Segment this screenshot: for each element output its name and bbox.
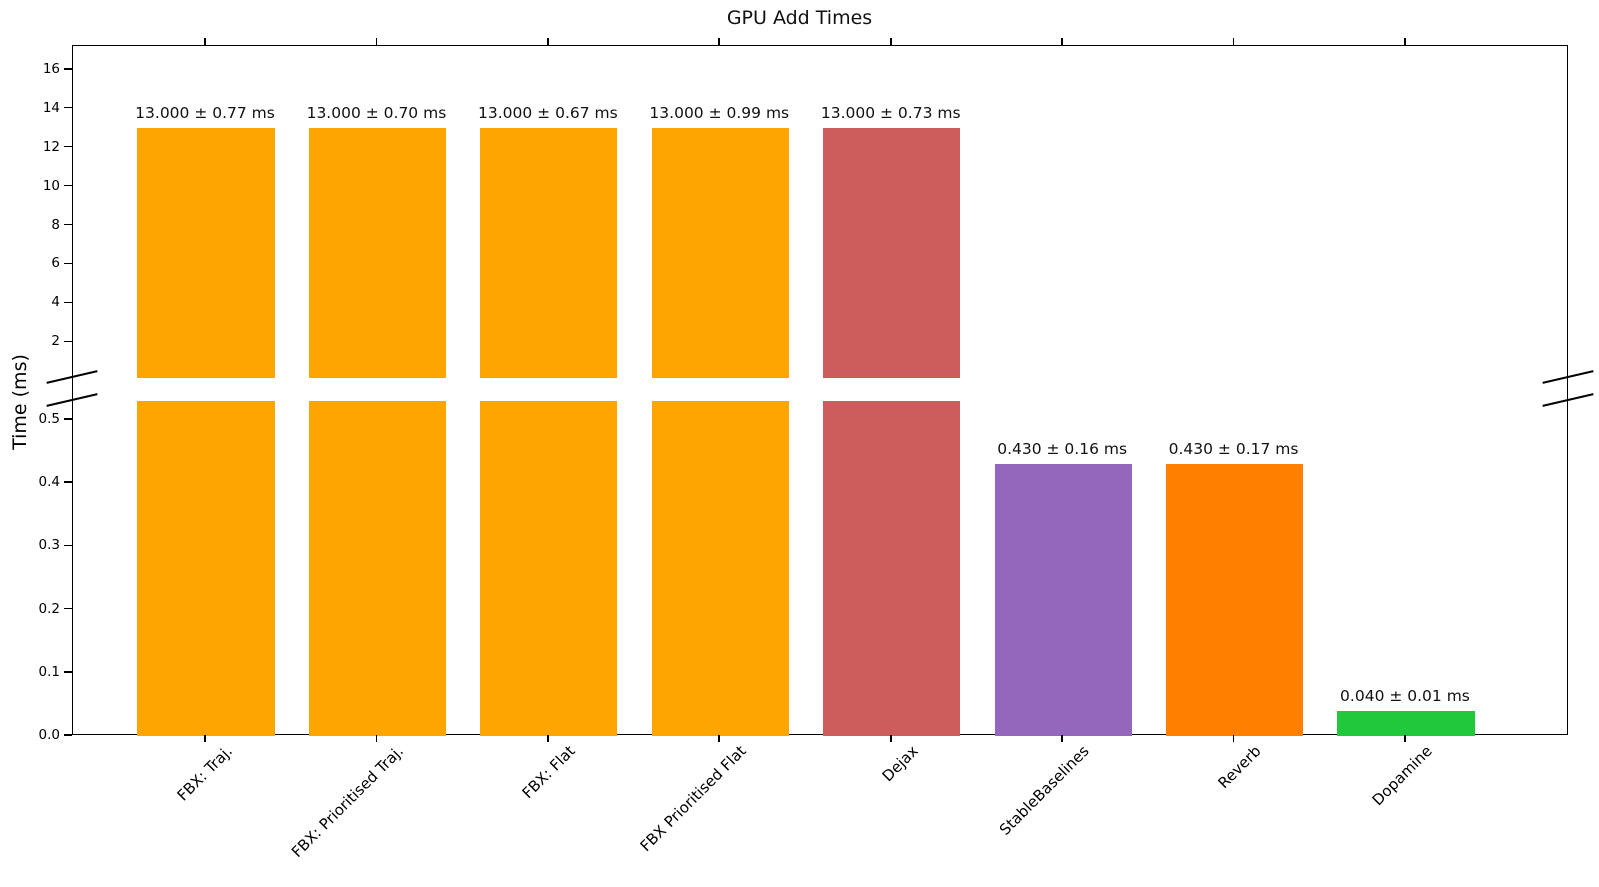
bar: [308, 401, 446, 736]
y-tick-label: 0.3: [38, 537, 60, 554]
y-tick-mark: [64, 262, 72, 265]
x-tick-label: FBX Prioritised Flat: [636, 742, 751, 856]
bar: [137, 128, 275, 378]
bar: [137, 401, 275, 736]
y-tick-mark: [64, 418, 72, 420]
x-tick-label: Dopamine: [1368, 742, 1436, 810]
y-tick-label: 2: [51, 333, 60, 350]
bar-value-label: 13.000 ± 0.70 ms: [306, 104, 447, 123]
y-tick-label: 0.4: [38, 474, 60, 491]
y-tick-label: 4: [51, 294, 60, 311]
y-tick-label: 0.1: [38, 663, 60, 680]
top-tick-mark: [1061, 38, 1063, 45]
top-tick-mark: [375, 38, 378, 45]
x-tick-label: Dejax: [878, 742, 922, 786]
top-tick-mark: [1232, 38, 1235, 45]
y-tick-label: 0.0: [38, 727, 60, 743]
bar-value-label: 0.430 ± 0.17 ms: [1168, 440, 1299, 459]
x-tick-mark: [375, 735, 378, 742]
x-tick-label: Reverb: [1214, 742, 1265, 793]
y-tick-mark: [64, 223, 72, 226]
bar-value-label: 13.000 ± 0.73 ms: [820, 104, 961, 123]
x-tick-label: FBX: Prioritised Traj.: [288, 742, 408, 861]
y-axis-label: Time (ms): [9, 354, 31, 450]
y-tick-mark: [64, 301, 72, 304]
x-tick-mark: [889, 735, 892, 742]
plot-frame: [72, 45, 1568, 736]
x-tick-mark: [1404, 735, 1406, 742]
y-tick-mark: [64, 106, 72, 109]
y-tick-mark: [64, 145, 72, 148]
bar: [308, 128, 446, 378]
y-tick-mark: [64, 340, 72, 343]
y-tick-label: 16: [42, 60, 60, 77]
x-tick-label: FBX: Flat: [518, 742, 579, 803]
bar: [651, 401, 789, 736]
y-tick-mark: [64, 544, 72, 547]
y-tick-mark: [64, 67, 72, 70]
bar-value-label: 13.000 ± 0.67 ms: [478, 104, 618, 123]
bar: [651, 128, 789, 378]
y-tick-mark: [64, 481, 72, 483]
y-tick-mark: [64, 607, 72, 610]
x-tick-mark: [1232, 735, 1235, 742]
bar: [823, 128, 961, 378]
x-tick-mark: [1061, 735, 1063, 742]
y-tick-label: 10: [42, 177, 60, 194]
axis-break-band: [75, 378, 1567, 401]
y-tick-label: 12: [42, 138, 60, 155]
top-tick-mark: [718, 38, 721, 45]
x-tick-label: StableBaselines: [996, 742, 1093, 839]
bar: [823, 401, 961, 736]
bar: [994, 464, 1132, 736]
y-tick-mark: [64, 734, 72, 736]
y-tick-label: 0.2: [38, 600, 60, 617]
bar: [1165, 464, 1304, 736]
chart-title: GPU Add Times: [726, 7, 873, 29]
x-tick-mark: [204, 735, 206, 742]
y-tick-label: 0.5: [38, 410, 60, 427]
y-tick-label: 6: [51, 255, 60, 272]
bar: [1337, 710, 1475, 736]
bar-value-label: 0.430 ± 0.16 ms: [997, 440, 1128, 459]
top-tick-mark: [204, 38, 206, 45]
bar-value-label: 0.040 ± 0.01 ms: [1340, 686, 1470, 705]
y-tick-mark: [64, 670, 72, 673]
bar-value-label: 13.000 ± 0.99 ms: [649, 104, 790, 123]
y-tick-mark: [64, 184, 72, 187]
top-tick-mark: [889, 38, 892, 45]
x-tick-label: FBX: Traj.: [173, 742, 236, 805]
bar: [480, 401, 618, 736]
bar-value-label: 13.000 ± 0.77 ms: [135, 104, 275, 123]
bar: [480, 128, 618, 378]
top-tick-mark: [1404, 38, 1406, 45]
y-tick-label: 8: [51, 216, 60, 233]
y-tick-label: 14: [42, 99, 60, 116]
x-tick-mark: [718, 735, 721, 742]
x-tick-mark: [547, 735, 549, 742]
top-tick-mark: [547, 38, 549, 45]
